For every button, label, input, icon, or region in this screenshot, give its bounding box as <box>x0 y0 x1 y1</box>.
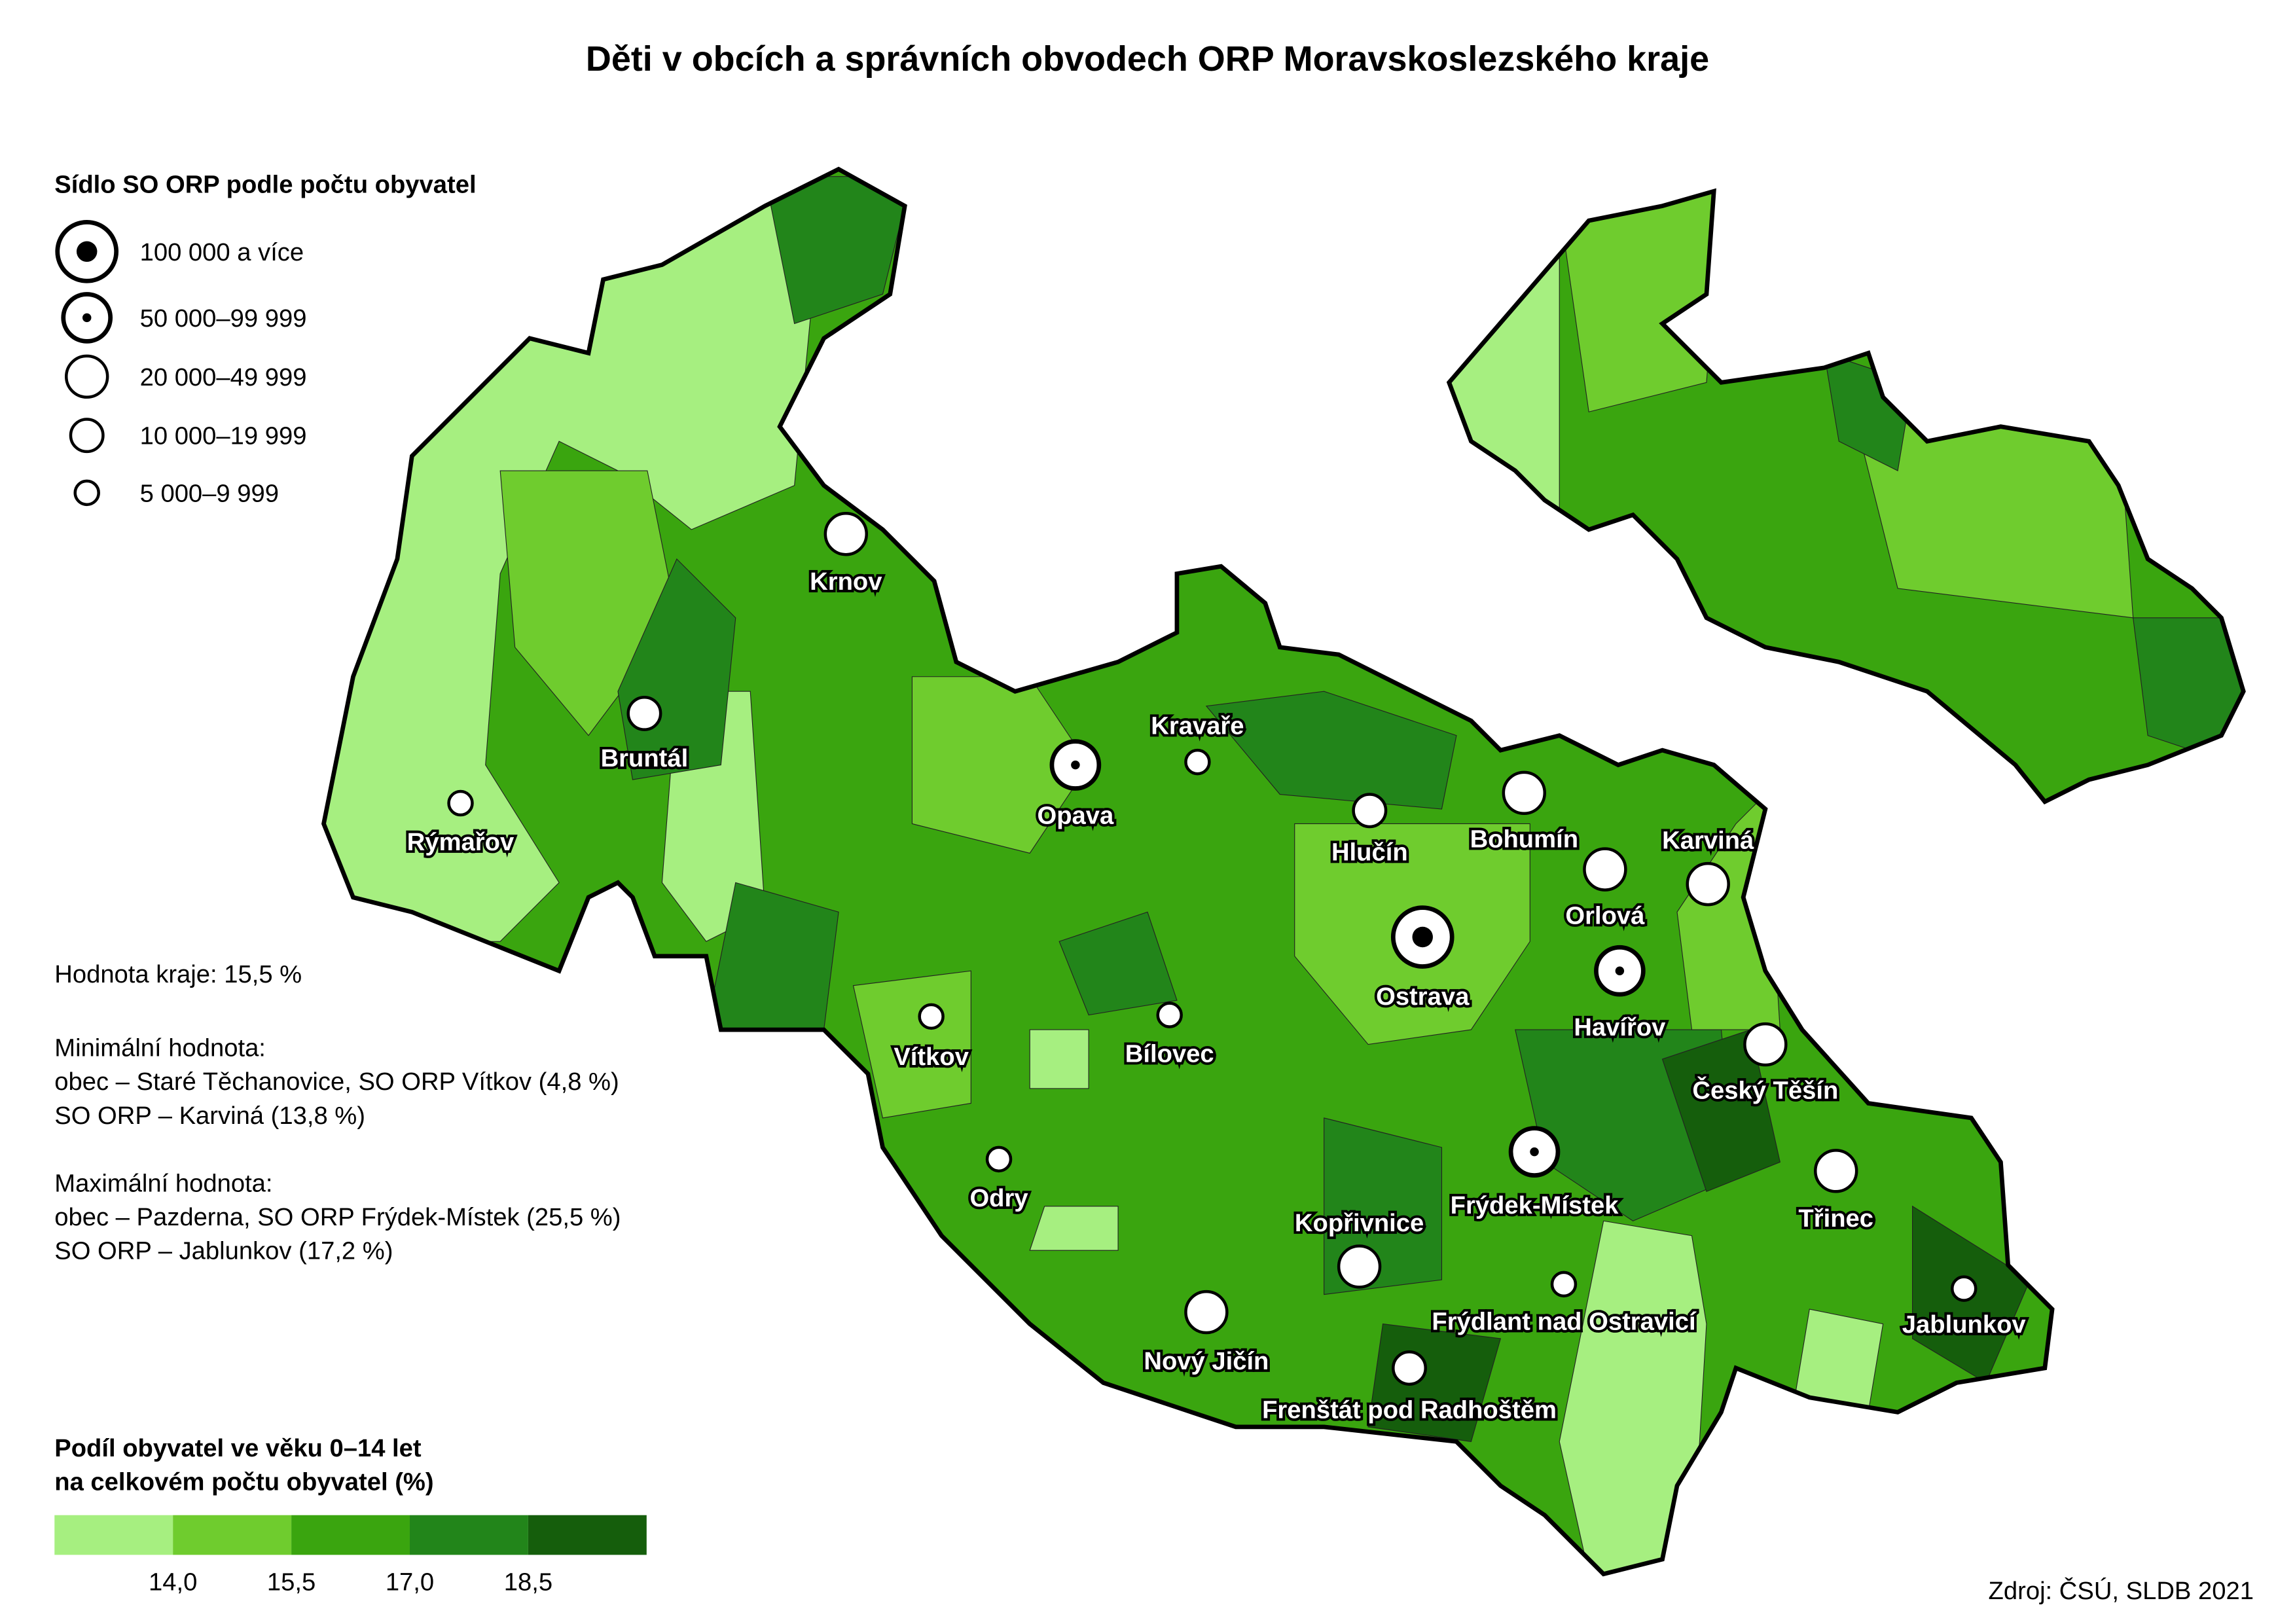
notes: Hodnota kraje: 15,5 % Minimální hodnota: o… <box>54 960 621 1265</box>
city-symbol <box>626 695 662 731</box>
color-legend-label: 18,5 <box>504 1568 552 1596</box>
city-label: Karviná <box>1662 827 1754 855</box>
city-symbol <box>69 418 105 454</box>
color-legend-title: Podíl obyvatel ve věku 0–14 let <box>54 1434 422 1462</box>
note: SO ORP – Karviná (13,8 %) <box>54 1102 365 1130</box>
city-label: Třinec <box>1798 1204 1873 1233</box>
city-symbol-dot <box>76 241 98 262</box>
city-symbol-dot <box>1412 926 1433 948</box>
city-symbol <box>1156 1001 1183 1028</box>
symbol-legend-label: 5 000–9 999 <box>140 479 279 507</box>
color-legend-box <box>291 1515 410 1555</box>
city-label: Ostrava <box>1376 983 1470 1011</box>
city-label: Krnov <box>810 568 882 596</box>
area <box>1449 220 1560 530</box>
color-legend-box <box>409 1515 528 1555</box>
note: Minimální hodnota: <box>54 1034 266 1062</box>
city-symbol <box>1184 1290 1229 1335</box>
area <box>1661 1029 1780 1193</box>
city-label: Bruntál <box>601 744 689 772</box>
area <box>1205 691 1457 810</box>
city-label: Rýmařov <box>407 828 515 856</box>
symbol-legend-label: 50 000–99 999 <box>140 304 307 333</box>
color-legend-title: na celkovém počtu obyvatel (%) <box>54 1468 433 1496</box>
city-symbol <box>1814 1149 1858 1193</box>
city-symbol <box>1686 861 1730 907</box>
city-label: Orlová <box>1565 901 1645 929</box>
city-symbol <box>447 789 474 817</box>
main-region <box>323 169 2053 1574</box>
note: obec – Pazderna, SO ORP Frýdek-Místek (2… <box>54 1203 621 1231</box>
city-label: Frýdek-Místek <box>1451 1191 1619 1219</box>
color-legend-label: 15,5 <box>267 1568 316 1596</box>
city-label: Bílovec <box>1125 1040 1214 1068</box>
area <box>1029 1029 1089 1089</box>
area <box>1029 1206 1119 1251</box>
city-label: Nový Jičín <box>1144 1347 1269 1375</box>
city-symbol <box>918 1003 945 1030</box>
city-symbol <box>1583 847 1627 892</box>
city-symbol <box>1337 1244 1382 1289</box>
note: Maximální hodnota: <box>54 1169 272 1197</box>
city-symbol <box>823 512 869 556</box>
city-label: Opava <box>1038 801 1115 829</box>
source: Zdroj: ČSÚ, SLDB 2021 <box>1989 1576 2254 1605</box>
note: Hodnota kraje: 15,5 % <box>54 960 302 988</box>
region-map: Krnov Bruntál Rýmařov Opava Kravaře Hlučín Boh… <box>295 147 2266 1604</box>
symbol-legend-label: 100 000 a více <box>140 238 304 266</box>
color-legend-box <box>173 1515 292 1555</box>
city-label: Vítkov <box>894 1043 969 1071</box>
title: Děti v obcích a správních obvodech ORP M… <box>586 39 1709 79</box>
color-legend-label: 17,0 <box>386 1568 434 1596</box>
city-symbol <box>1352 793 1388 829</box>
city-label: Český Těšín <box>1692 1075 1838 1105</box>
city-label: Hlučín <box>1331 839 1408 867</box>
city-label: Havířov <box>1574 1013 1666 1041</box>
city-symbol <box>985 1146 1013 1173</box>
symbol-legend-label: 10 000–19 999 <box>140 422 307 450</box>
city-symbol-dot <box>1530 1147 1539 1157</box>
area <box>1559 1220 1707 1574</box>
area <box>852 970 971 1119</box>
city-symbol <box>64 354 109 399</box>
city-label: Frenštát pod Radhoštěm <box>1262 1396 1557 1424</box>
city-label: Bohumín <box>1470 825 1578 853</box>
city-symbol <box>1743 1022 1788 1067</box>
city-label: Jablunkov <box>1902 1310 2027 1339</box>
city-label: Kopřivnice <box>1295 1209 1424 1237</box>
symbol-legend-label: 20 000–49 999 <box>140 363 307 391</box>
city-symbol <box>1392 1350 1427 1386</box>
city-label: Kravaře <box>1151 712 1244 740</box>
city-symbol-dot <box>1615 966 1625 975</box>
city-label: Odry <box>969 1184 1028 1212</box>
symbol-legend-title: Sídlo SO ORP podle počtu obyvatel <box>54 170 476 198</box>
city-symbol-dot <box>1071 760 1080 770</box>
inset-region <box>1449 191 2244 802</box>
color-legend-label: 14,0 <box>149 1568 197 1596</box>
city-symbol <box>1502 770 1547 815</box>
city-label: Frýdlant nad Ostravicí <box>1432 1308 1697 1336</box>
city-symbol <box>1951 1275 1978 1302</box>
color-legend-box <box>54 1515 173 1555</box>
area <box>1449 191 2244 802</box>
city-symbol-dot <box>82 313 92 323</box>
color-legend-box <box>528 1515 647 1555</box>
city-symbol <box>73 479 100 507</box>
city-symbol <box>1184 748 1211 776</box>
city-symbol <box>1550 1271 1578 1298</box>
area <box>1058 911 1178 1016</box>
note: SO ORP – Jablunkov (17,2 %) <box>54 1237 393 1265</box>
note: obec – Staré Těchanovice, SO ORP Vítkov … <box>54 1068 619 1096</box>
